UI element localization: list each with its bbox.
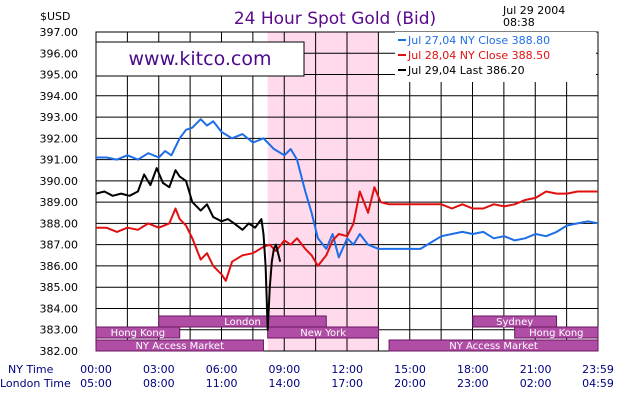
y-tick-label: 393.00	[40, 111, 79, 124]
x-tick-ny: 15:00	[394, 363, 426, 376]
x-tick-ny: 18:00	[457, 363, 489, 376]
series-line	[96, 186, 598, 282]
market-bar	[95, 339, 264, 352]
y-axis-unit: $USD	[40, 10, 71, 23]
y-axis-labels: 397.00 396.00 395.00 394.00 393.00 392.00 391.…	[40, 26, 79, 358]
watermark-box	[95, 41, 305, 77]
legend-entry: Jul 27,04 NY Close 388.80	[407, 34, 550, 47]
market-label: Hong Kong	[111, 328, 165, 339]
grid	[95, 31, 599, 352]
x-tick-london: 08:00	[143, 377, 175, 390]
y-tick-label: 383.00	[40, 324, 79, 337]
chart-time: 08:38	[503, 16, 535, 29]
chart-title: 24 Hour Spot Gold (Bid)	[234, 9, 436, 29]
legend-box	[395, 32, 596, 82]
legend-entry: Jul 29,04 Last 386.20	[407, 64, 525, 77]
price-series	[95, 118, 599, 331]
legend: Jul 27,04 NY Close 388.80 Jul 28,04 NY Cl…	[398, 34, 550, 77]
watermark-text: www.kitco.com	[128, 48, 271, 70]
x-tick-london: 05:00	[80, 377, 112, 390]
market-bar	[388, 339, 599, 352]
x-tick-ny: 06:00	[206, 363, 238, 376]
y-tick-label: 391.00	[40, 154, 79, 167]
ny-time-row-label: NY Time	[8, 363, 54, 376]
y-tick-label: 386.00	[40, 260, 79, 273]
series-line	[95, 167, 282, 331]
x-tick-ny: 21:00	[520, 363, 552, 376]
x-tick-london: 20:00	[394, 377, 426, 390]
series-line	[96, 118, 599, 259]
market-bar	[514, 326, 599, 339]
y-tick-label: 389.00	[40, 196, 79, 209]
y-tick-label: 384.00	[40, 302, 79, 315]
y-tick-label: 394.00	[40, 90, 79, 103]
y-tick-label: 392.00	[40, 132, 79, 145]
x-tick-ny: 00:00	[80, 363, 112, 376]
x-tick-london: 04:59	[582, 377, 614, 390]
x-tick-london: 02:00	[520, 377, 552, 390]
market-label: Hong Kong	[529, 328, 583, 339]
x-axis-labels: 00:00 03:00 06:00 09:00 12:00 15:00 18:00 21:00…	[80, 363, 614, 390]
x-tick-ny: 12:00	[331, 363, 363, 376]
market-label: New York	[300, 328, 346, 339]
x-tick-london: 23:00	[457, 377, 489, 390]
y-tick-label: 395.00	[40, 69, 79, 82]
x-tick-ny: 09:00	[269, 363, 301, 376]
x-tick-ny: 23:59	[582, 363, 614, 376]
y-tick-label: 390.00	[40, 175, 79, 188]
chart-date: Jul 29 2004	[502, 4, 565, 17]
x-tick-london: 11:00	[206, 377, 238, 390]
x-tick-ny: 03:00	[143, 363, 175, 376]
y-tick-label: 397.00	[40, 26, 79, 39]
y-tick-label: 385.00	[40, 281, 79, 294]
market-bar	[267, 326, 380, 339]
market-label: NY Access Market	[135, 341, 224, 352]
y-tick-label: 382.00	[40, 345, 79, 358]
london-time-row-label: London Time	[0, 377, 71, 390]
y-tick-label: 388.00	[40, 217, 79, 230]
y-tick-label: 396.00	[40, 47, 79, 60]
market-label: London	[224, 317, 261, 328]
market-bar	[95, 326, 181, 339]
y-tick-label: 387.00	[40, 239, 79, 252]
x-tick-london: 17:00	[331, 377, 363, 390]
market-label: Sydney	[496, 317, 533, 328]
market-bar	[158, 315, 327, 328]
market-label: NY Access Market	[449, 341, 538, 352]
x-tick-london: 14:00	[269, 377, 301, 390]
legend-entry: Jul 28,04 NY Close 388.50	[407, 49, 550, 62]
